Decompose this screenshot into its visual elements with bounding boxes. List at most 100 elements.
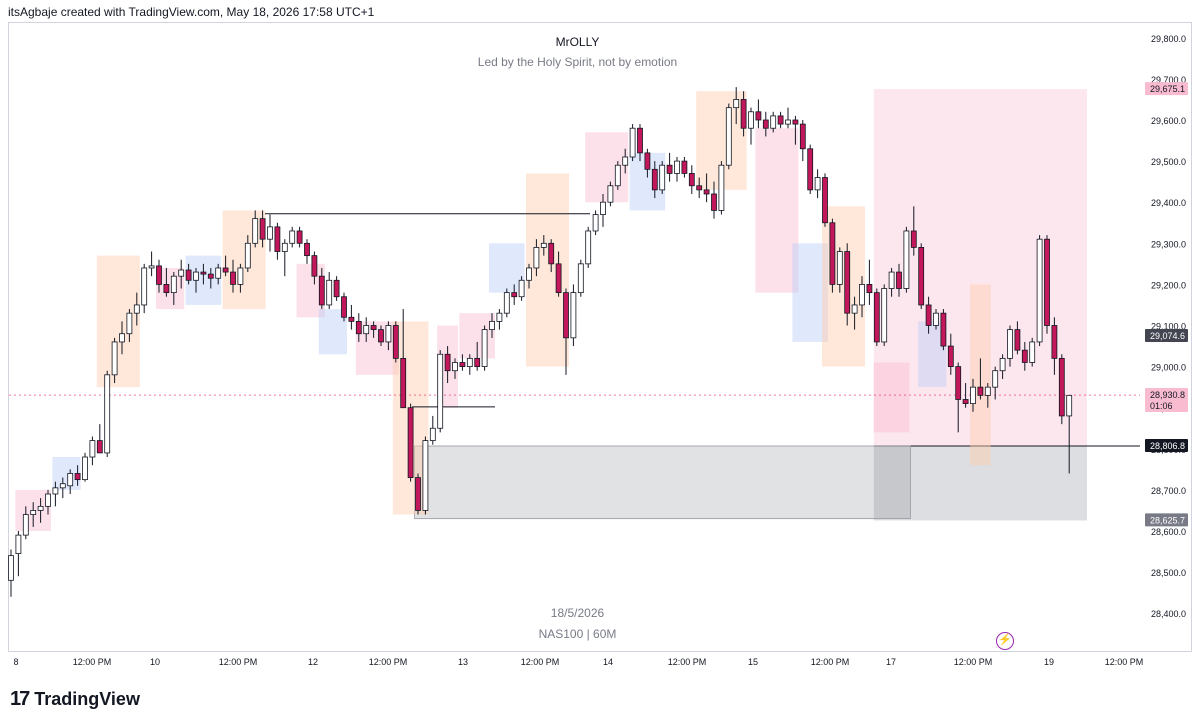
candle-body [585,230,592,265]
candle-body [651,168,658,191]
x-tick-label: 12 [308,657,318,667]
candle-body [1044,238,1050,326]
y-tick-label: 29,600.0 [1151,116,1186,126]
candle-body [829,222,836,285]
x-tick-label: 12:00 PM [73,657,112,667]
session-box [222,210,266,310]
candle-body [237,267,244,285]
candle-body [666,164,673,174]
x-tick-label: 12:00 PM [521,657,560,667]
lightning-icon[interactable]: ⚡ [996,632,1014,650]
candle-body [577,263,584,294]
candle-body [326,279,333,306]
candle-body [925,304,932,326]
candle-body [540,242,547,248]
chart-author: MrOLLY [555,35,600,49]
candle-body [111,341,118,376]
candle-body [1066,394,1073,417]
candle-body [526,267,532,281]
candle-body [496,312,503,322]
candle-body [126,312,133,335]
y-tick-label: 29,700.0 [1151,75,1186,85]
candle-body [222,267,229,273]
candle-body [844,251,851,314]
candle-body [910,230,917,248]
candle-body [799,123,806,150]
brand: 17 TradingView [10,688,140,711]
candle-body [592,214,599,232]
candle-body [740,99,747,129]
chart-frame [8,22,1192,652]
candle-body [1021,349,1028,363]
candle-body [15,534,22,555]
candle-body [836,251,843,285]
candle-body [762,119,769,129]
candle-body [274,226,281,252]
y-tick-label: 28,600.0 [1151,527,1186,537]
candle-body [141,267,148,306]
candle-body [659,164,666,191]
candle-body [170,275,177,294]
candle-body [74,473,81,481]
session-box [96,255,140,388]
candle-body [792,119,799,125]
candle-body [341,296,347,318]
candle-body [622,156,629,166]
y-tick-label: 28,500.0 [1151,568,1186,578]
demand-zone [414,445,911,520]
candle-body [452,362,458,372]
candle-body [89,440,96,458]
candle-body [459,362,466,367]
candle-body [474,357,481,368]
candle-body [1058,357,1065,417]
candle-body [607,185,614,203]
candle-body [267,226,273,240]
candle-body [977,386,984,396]
price-label-bg [1145,388,1188,413]
candle-body [696,185,703,191]
x-tick-label: 14 [603,657,613,667]
candle-body [163,283,170,294]
candle-body [711,193,717,211]
chart-credit: itsAgbaje created with TradingView.com, … [8,5,375,19]
candle-body [1014,329,1021,351]
candle-body [984,386,991,396]
y-tick-label: 28,700.0 [1151,486,1186,496]
candle-body [873,292,880,343]
candle-body [851,304,858,314]
candle-body [777,115,784,125]
session-box [822,206,865,367]
candle-body [133,304,140,314]
candle-body [570,292,577,339]
candle-body [370,325,377,331]
candle-body [807,148,814,191]
candle-body [940,312,947,347]
candle-body [178,269,185,277]
price-label: 28,625.7 [1150,515,1185,525]
candle-body [37,505,44,511]
candle-body [296,230,303,244]
candle-body [30,510,37,515]
price-label: 28,806.8 [1150,441,1185,451]
candle-body [422,440,429,511]
candle-body [8,555,14,581]
candle-body [318,275,325,306]
brand-name: TradingView [34,689,140,709]
y-tick-label: 29,200.0 [1151,280,1186,290]
session-box [526,173,569,367]
candle-body [533,247,540,269]
watermark-symbol: NAS100 | 60M [538,627,617,641]
candle-body [311,255,318,277]
y-tick-label: 29,400.0 [1151,198,1186,208]
session-box [873,362,910,433]
candle-body [82,456,88,481]
candle-body [230,271,236,285]
candle-body [52,487,59,495]
candle-body [629,127,636,158]
candle-body [903,230,910,289]
session-box [355,321,399,375]
tradingview-logo-icon: 17 [10,688,30,710]
price-label-countdown: 01:06 [1150,401,1173,411]
y-tick-label: 29,000.0 [1151,363,1186,373]
